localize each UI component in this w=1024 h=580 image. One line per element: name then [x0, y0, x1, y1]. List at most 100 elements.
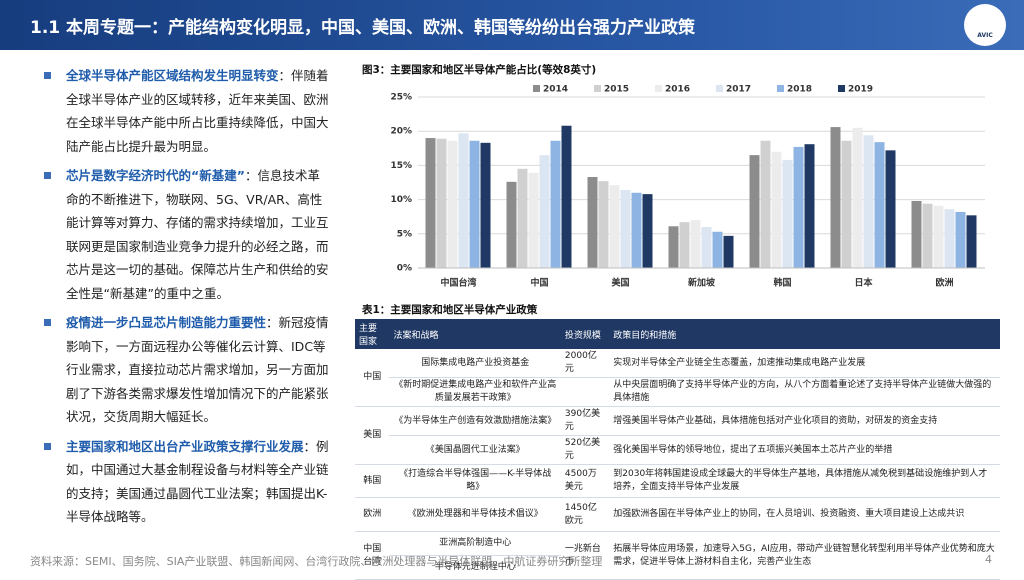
legend-swatch [533, 85, 540, 92]
bullet-body: ：新冠疫情影响下，一方面远程办公等催化云计算、IDC等行业需求，直接拉动芯片需求… [66, 315, 329, 424]
goal-cell: 从中央层面明确了支持半导体产业的方向，从八个方面着重论述了支持半导体产业链做大做… [609, 377, 1000, 407]
legend-label: 2017 [726, 85, 751, 95]
bar [793, 146, 804, 268]
chart: 0% 5% 10% 15% 20% 25% 2014 2015 2016 2017 2018 2019… [390, 85, 985, 289]
y-tick-label: 0% [397, 264, 412, 274]
bar [933, 205, 944, 268]
bar [874, 142, 885, 268]
policy-cell: 《打造综合半导体强国——K-半导体战略》 [389, 464, 561, 498]
bar [911, 200, 922, 268]
bar [771, 151, 782, 268]
goal-cell: 实现对半导体全产业链全生态覆盖，加速推动集成电路产业发展 [609, 349, 1000, 378]
bar [668, 226, 679, 268]
investment-cell: 4500万美元 [560, 464, 610, 498]
goal-cell: 到2030年将韩国建设成全球最大的半导体生产基地，具体措施从减免税到基础设施维护… [609, 464, 1000, 498]
bar [749, 155, 760, 268]
header-title: 1.1 本周专题一：产能结构变化明显，中国、美国、欧洲、韩国等纷纷出台强力产业政… [30, 18, 696, 38]
bullet-body: ：信息技术革命的不断推进下，物联网、5G、VR/AR、高性能计算等对算力、存储的… [66, 168, 329, 301]
bar [852, 127, 863, 268]
bar [631, 192, 642, 268]
bar [480, 142, 491, 268]
source-note: 资料来源：SEMI、国务院、SIA产业联盟、韩国新闻网、台湾行政院、欧洲处理器与… [30, 555, 603, 568]
bar [447, 140, 458, 268]
bar [587, 177, 598, 268]
bar [561, 125, 572, 268]
chart-title: 图3：主要国家和地区半导体产能占比(等效8英寸) [362, 64, 597, 76]
logo-text: AVIC [977, 32, 993, 39]
bar [609, 185, 620, 268]
bar [690, 220, 701, 268]
legend-swatch [655, 85, 662, 92]
bar [712, 231, 723, 268]
bar [458, 133, 469, 268]
bar [701, 226, 712, 268]
bullet-list: 全球半导体产能区域结构发生明显转变：伴随着全球半导体产业的区域转移，近年来美国、… [42, 64, 332, 535]
y-tick-label: 5% [397, 229, 412, 239]
bullet-heading: 主要国家和地区出台产业政策支撑行业发展 [66, 438, 304, 454]
y-tick-label: 10% [390, 195, 412, 205]
column-header: 主要国家 [355, 319, 390, 349]
table-row: 《新时期促进集成电路产业和软件产业高质量发展若干政策》 从中央层面明确了支持半导体… [355, 377, 1000, 407]
bar [642, 194, 653, 268]
bullet-body: ：伴随着全球半导体产业的区域转移，近年来美国、欧洲在全球半导体产能中所占比重持续… [66, 68, 329, 154]
bar [841, 140, 852, 268]
goal-cell: 加强欧洲各国在半导体产业上的协同，在人员培训、投资融资、重大项目建设上达成共识 [609, 497, 1000, 532]
goal-cell: 强化美国半导体的领导地位，提出了五项振兴美国本土芯片产业的举措 [609, 435, 1000, 465]
bar [620, 190, 631, 268]
bar [830, 127, 841, 268]
x-tick-label: 韩国 [773, 277, 791, 289]
policy-cell: 《为半导体生产创造有效激励措施法案》 [389, 406, 561, 436]
x-tick-label: 日本 [854, 277, 873, 289]
legend-swatch [838, 85, 845, 92]
bar [966, 215, 977, 268]
legend-swatch [716, 85, 723, 92]
table-row: 欧洲 《欧洲处理器和半导体技术倡议》 1450亿欧元 加强欧洲各国在半导体产业上的协同… [355, 497, 1000, 532]
column-header: 法案和战略 [389, 319, 561, 349]
x-tick-label: 新加坡 [688, 277, 716, 289]
logo: AVIC [964, 4, 1006, 46]
table-row: 韩国 《打造综合半导体强国——K-半导体战略》 4500万美元 到2030年将韩国建设… [355, 464, 1000, 498]
table-row: 中国台湾 亚洲高阶制造中心 一兆新台币 拓展半导体应用场景，加速导入5G，AI应用，带… [355, 531, 1000, 580]
investment-cell: 1450亿欧元 [560, 497, 610, 532]
bullet: 主要国家和地区出台产业政策支撑行业发展：例如，中国通过大基金制程设备与材料等全产… [42, 435, 332, 529]
bullet-body: ：例如，中国通过大基金制程设备与材料等全产业链的支持；美国通过晶圆代工业法案；韩… [66, 438, 329, 525]
investment-cell: 2000亿元 [560, 349, 610, 378]
page-number: 4 [985, 553, 992, 566]
bullet-heading: 全球半导体产能区域结构发生明显转变 [66, 68, 279, 83]
y-tick-label: 15% [390, 161, 412, 171]
policy-cell: 《欧洲处理器和半导体技术倡议》 [389, 497, 561, 532]
policy-table: 主要国家 法案和战略 投资规模 政策目的和措施 中国 国际集成电路产业投资基金 2000亿元… [355, 319, 1000, 580]
bar [550, 140, 561, 268]
bar [922, 203, 933, 268]
country-cell: 韩国 [355, 464, 390, 498]
bar [955, 211, 966, 268]
bullet: 芯片是数字经济时代的“新基建”：信息技术革命的不断推进下，物联网、5G、VR/A… [42, 164, 332, 305]
x-tick-label: 美国 [611, 277, 629, 289]
policy-cell: 《新时期促进集成电路产业和软件产业高质量发展若干政策》 [389, 377, 561, 407]
investment-cell [560, 377, 610, 407]
country-cell: 中国台湾 [355, 531, 390, 580]
legend-label: 2018 [787, 85, 812, 95]
country-cell: 中国 [355, 349, 390, 407]
column-header: 政策目的和措施 [609, 319, 1000, 349]
bar [782, 159, 793, 268]
bar [760, 140, 771, 268]
bar [804, 144, 815, 268]
policy-cell: 国际集成电路产业投资基金 [389, 349, 561, 378]
table-row: 《美国晶圆代工业法案》 520亿美元 强化美国半导体的领导地位，提出了五项振兴美国本… [355, 435, 1000, 465]
bullet-heading: 疫情进一步凸显芯片制造能力重要性 [66, 315, 267, 330]
header-bar: 1.1 本周专题一：产能结构变化明显，中国、美国、欧洲、韩国等纷纷出台强力产业政… [0, 0, 1024, 50]
legend-swatch [594, 85, 601, 92]
table-row: 中国 国际集成电路产业投资基金 2000亿元 实现对半导体全产业链全生态覆盖，加速推动… [355, 349, 1000, 407]
bar [598, 181, 609, 268]
table-title: 表1：主要国家和地区半导体产业政策 [362, 304, 538, 316]
bar [469, 140, 480, 268]
bar [679, 222, 690, 268]
legend-label: 2019 [848, 85, 873, 95]
legend-label: 2014 [543, 85, 568, 95]
bar [436, 138, 447, 268]
table-row: 美国 《为半导体生产创造有效激励措施法案》 390亿美元 增强美国半导体产业基础，具体… [355, 406, 1000, 465]
policy-cell: 亚洲高阶制造中心 [389, 531, 561, 556]
bullet: 全球半导体产能区域结构发生明显转变：伴随着全球半导体产业的区域转移，近年来美国、… [42, 64, 332, 158]
bar [517, 168, 528, 268]
